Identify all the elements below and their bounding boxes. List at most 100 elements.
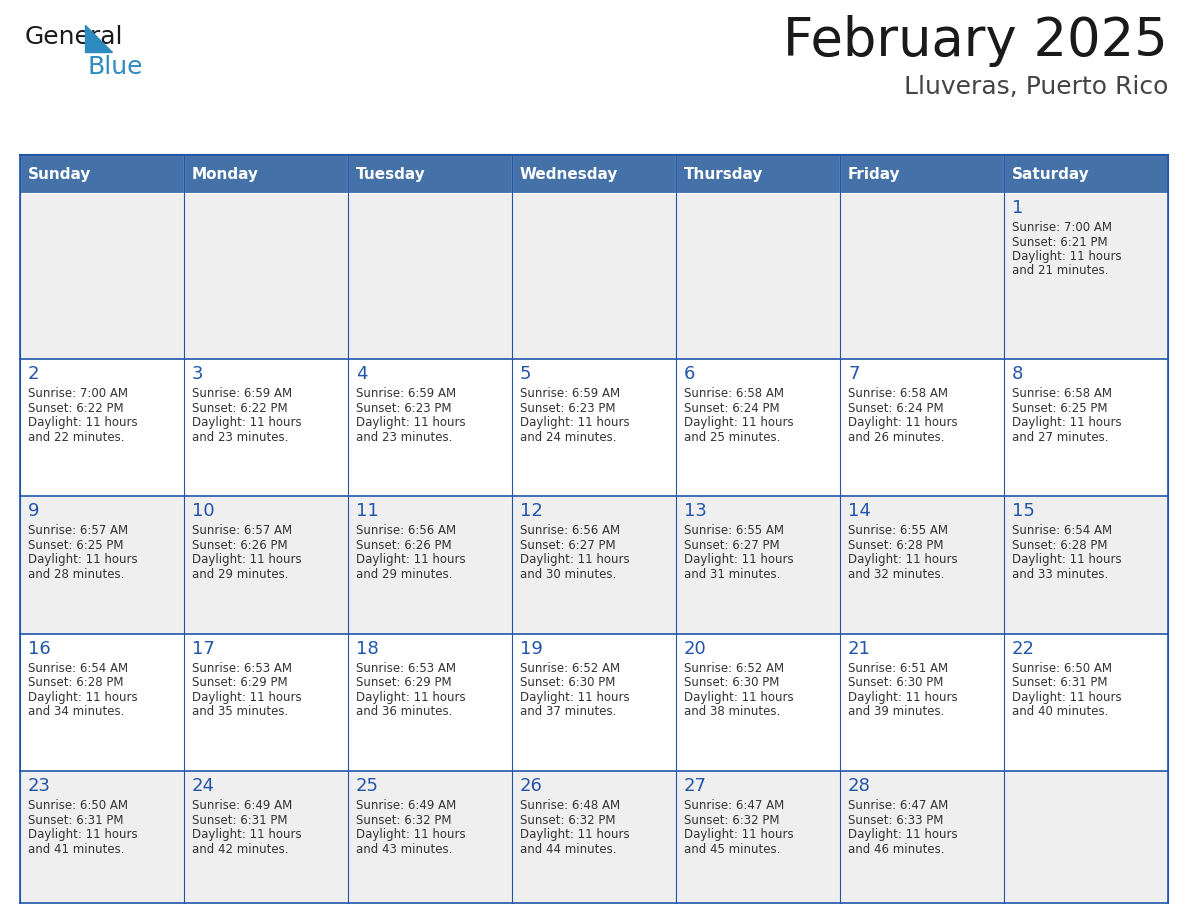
Text: and 25 minutes.: and 25 minutes. <box>684 431 781 443</box>
Text: 4: 4 <box>356 365 367 383</box>
Text: 3: 3 <box>192 365 203 383</box>
Text: Sunset: 6:31 PM: Sunset: 6:31 PM <box>29 813 124 827</box>
Text: and 34 minutes.: and 34 minutes. <box>29 705 125 719</box>
Text: 10: 10 <box>192 502 215 521</box>
Text: Sunset: 6:22 PM: Sunset: 6:22 PM <box>29 401 124 415</box>
Text: Sunrise: 6:58 AM: Sunrise: 6:58 AM <box>1012 387 1112 400</box>
Text: Sunrise: 6:54 AM: Sunrise: 6:54 AM <box>1012 524 1112 537</box>
Text: and 42 minutes.: and 42 minutes. <box>192 843 289 856</box>
Text: Sunrise: 6:55 AM: Sunrise: 6:55 AM <box>848 524 948 537</box>
Text: and 21 minutes.: and 21 minutes. <box>1012 264 1108 277</box>
Bar <box>512 497 676 634</box>
Text: Sunset: 6:23 PM: Sunset: 6:23 PM <box>520 401 615 415</box>
Text: Daylight: 11 hours: Daylight: 11 hours <box>29 691 138 704</box>
Polygon shape <box>86 25 112 52</box>
Text: Sunset: 6:32 PM: Sunset: 6:32 PM <box>684 813 779 827</box>
Text: Sunset: 6:23 PM: Sunset: 6:23 PM <box>356 401 451 415</box>
Text: and 23 minutes.: and 23 minutes. <box>192 431 289 443</box>
Text: Daylight: 11 hours: Daylight: 11 hours <box>1012 691 1121 704</box>
Text: Daylight: 11 hours: Daylight: 11 hours <box>848 828 958 841</box>
Text: and 32 minutes.: and 32 minutes. <box>848 568 944 581</box>
Text: Sunrise: 7:00 AM: Sunrise: 7:00 AM <box>29 387 128 400</box>
Text: Sunrise: 6:50 AM: Sunrise: 6:50 AM <box>1012 662 1112 675</box>
Bar <box>676 155 840 193</box>
Text: Sunset: 6:33 PM: Sunset: 6:33 PM <box>848 813 943 827</box>
Bar <box>348 634 512 771</box>
Text: Sunset: 6:32 PM: Sunset: 6:32 PM <box>520 813 615 827</box>
Text: Daylight: 11 hours: Daylight: 11 hours <box>192 828 302 841</box>
Text: 23: 23 <box>29 778 51 795</box>
Text: Daylight: 11 hours: Daylight: 11 hours <box>192 416 302 429</box>
Bar <box>348 155 512 193</box>
Text: and 40 minutes.: and 40 minutes. <box>1012 705 1108 719</box>
Text: Daylight: 11 hours: Daylight: 11 hours <box>356 691 466 704</box>
Bar <box>184 155 348 193</box>
Text: Daylight: 11 hours: Daylight: 11 hours <box>684 828 794 841</box>
Text: and 39 minutes.: and 39 minutes. <box>848 705 944 719</box>
Text: Daylight: 11 hours: Daylight: 11 hours <box>356 828 466 841</box>
Text: and 33 minutes.: and 33 minutes. <box>1012 568 1108 581</box>
Bar <box>184 193 348 359</box>
Bar <box>184 771 348 903</box>
Text: and 44 minutes.: and 44 minutes. <box>520 843 617 856</box>
Text: Sunrise: 6:47 AM: Sunrise: 6:47 AM <box>848 800 948 812</box>
Text: 2: 2 <box>29 365 39 383</box>
Text: 22: 22 <box>1012 640 1035 658</box>
Text: Sunset: 6:26 PM: Sunset: 6:26 PM <box>356 539 451 552</box>
Text: 20: 20 <box>684 640 707 658</box>
Text: 5: 5 <box>520 365 531 383</box>
Text: 14: 14 <box>848 502 871 521</box>
Text: 28: 28 <box>848 778 871 795</box>
Text: Sunrise: 6:52 AM: Sunrise: 6:52 AM <box>520 662 620 675</box>
Text: Daylight: 11 hours: Daylight: 11 hours <box>684 416 794 429</box>
Text: and 23 minutes.: and 23 minutes. <box>356 431 453 443</box>
Text: Daylight: 11 hours: Daylight: 11 hours <box>29 828 138 841</box>
Text: Sunset: 6:29 PM: Sunset: 6:29 PM <box>356 677 451 689</box>
Text: Saturday: Saturday <box>1012 166 1089 182</box>
Text: Sunset: 6:32 PM: Sunset: 6:32 PM <box>356 813 451 827</box>
Text: Sunset: 6:25 PM: Sunset: 6:25 PM <box>1012 401 1107 415</box>
Text: Sunrise: 6:51 AM: Sunrise: 6:51 AM <box>848 662 948 675</box>
Text: Sunset: 6:31 PM: Sunset: 6:31 PM <box>1012 677 1107 689</box>
Text: and 24 minutes.: and 24 minutes. <box>520 431 617 443</box>
Bar <box>676 634 840 771</box>
Bar <box>20 155 184 193</box>
Text: Sunset: 6:28 PM: Sunset: 6:28 PM <box>1012 539 1107 552</box>
Text: Daylight: 11 hours: Daylight: 11 hours <box>520 828 630 841</box>
Text: and 41 minutes.: and 41 minutes. <box>29 843 125 856</box>
Bar <box>184 634 348 771</box>
Text: Sunrise: 6:48 AM: Sunrise: 6:48 AM <box>520 800 620 812</box>
Text: and 29 minutes.: and 29 minutes. <box>356 568 453 581</box>
Bar <box>1004 497 1168 634</box>
Text: Sunrise: 6:54 AM: Sunrise: 6:54 AM <box>29 662 128 675</box>
Text: Thursday: Thursday <box>684 166 764 182</box>
Text: Sunrise: 6:59 AM: Sunrise: 6:59 AM <box>192 387 292 400</box>
Text: 27: 27 <box>684 778 707 795</box>
Text: General: General <box>25 25 124 49</box>
Text: Wednesday: Wednesday <box>520 166 619 182</box>
Text: and 28 minutes.: and 28 minutes. <box>29 568 125 581</box>
Text: 19: 19 <box>520 640 543 658</box>
Bar <box>512 155 676 193</box>
Bar <box>348 193 512 359</box>
Text: 13: 13 <box>684 502 707 521</box>
Text: Sunrise: 7:00 AM: Sunrise: 7:00 AM <box>1012 221 1112 234</box>
Text: Sunset: 6:24 PM: Sunset: 6:24 PM <box>684 401 779 415</box>
Text: and 35 minutes.: and 35 minutes. <box>192 705 289 719</box>
Bar <box>20 359 184 497</box>
Text: Daylight: 11 hours: Daylight: 11 hours <box>192 691 302 704</box>
Bar <box>20 771 184 903</box>
Text: and 38 minutes.: and 38 minutes. <box>684 705 781 719</box>
Text: Sunrise: 6:47 AM: Sunrise: 6:47 AM <box>684 800 784 812</box>
Bar <box>348 771 512 903</box>
Text: Sunset: 6:31 PM: Sunset: 6:31 PM <box>192 813 287 827</box>
Text: Daylight: 11 hours: Daylight: 11 hours <box>684 691 794 704</box>
Text: 11: 11 <box>356 502 379 521</box>
Bar <box>348 497 512 634</box>
Text: Sunset: 6:30 PM: Sunset: 6:30 PM <box>520 677 615 689</box>
Text: and 31 minutes.: and 31 minutes. <box>684 568 781 581</box>
Bar <box>20 634 184 771</box>
Text: 12: 12 <box>520 502 543 521</box>
Text: Daylight: 11 hours: Daylight: 11 hours <box>1012 250 1121 263</box>
Bar <box>348 359 512 497</box>
